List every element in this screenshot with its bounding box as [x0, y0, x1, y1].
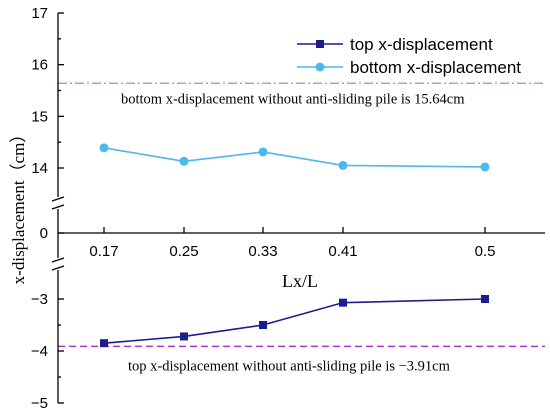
y-tick-label: 14: [31, 160, 48, 177]
series-line-1: [103, 298, 486, 344]
x-tick-label-0.25: 0.25: [169, 243, 198, 260]
series: [99, 143, 490, 348]
data-point: [100, 339, 108, 348]
data-point: [339, 298, 347, 307]
y-tick-label: −4: [31, 343, 48, 360]
y-tick-label: −3: [31, 291, 48, 308]
reference-lines: [58, 82, 545, 347]
y-tick-label: 17: [31, 5, 48, 22]
data-point: [99, 143, 109, 153]
x-tick-label-0.5: 0.5: [475, 243, 496, 260]
data-point: [179, 156, 189, 166]
axis-break-mark: [51, 265, 65, 271]
series-line-2: [103, 147, 486, 168]
legend: top x-displacement bottom x-displacement: [297, 35, 521, 77]
data-point: [338, 160, 348, 170]
y-tick-label: −5: [31, 395, 48, 412]
axis-break-mark: [51, 196, 65, 202]
y-tick-label: 0: [40, 225, 48, 242]
x-tick-label-0.17: 0.17: [89, 243, 118, 260]
x-tick-label-0.41: 0.41: [328, 243, 357, 260]
labels: bottom x-displacement without anti-slidi…: [9, 5, 495, 412]
data-point: [481, 295, 489, 303]
axes: [51, 12, 545, 404]
axis-break-mark: [51, 204, 65, 210]
y-axis-title: x-displacement（cm）: [9, 126, 28, 285]
reference-line-label-2: top x-displacement without anti-sliding …: [128, 358, 451, 374]
y-tick-label: 16: [31, 57, 48, 74]
data-point: [180, 332, 188, 341]
reference-line-label-1: bottom x-displacement without anti-slidi…: [121, 91, 465, 107]
legend-label-2: bottom x-displacement: [350, 58, 521, 77]
data-point: [480, 162, 490, 172]
y-tick-label: 15: [31, 108, 48, 125]
x-tick-label-0.33: 0.33: [248, 243, 277, 260]
data-point: [259, 321, 267, 329]
legend-label-1: top x-displacement: [350, 35, 493, 54]
legend-swatch-marker: [316, 40, 324, 48]
data-point: [258, 147, 268, 157]
x-axis-title: Lx/L: [282, 271, 318, 291]
legend-swatch-marker: [315, 62, 325, 72]
axis-break-mark: [51, 257, 65, 263]
